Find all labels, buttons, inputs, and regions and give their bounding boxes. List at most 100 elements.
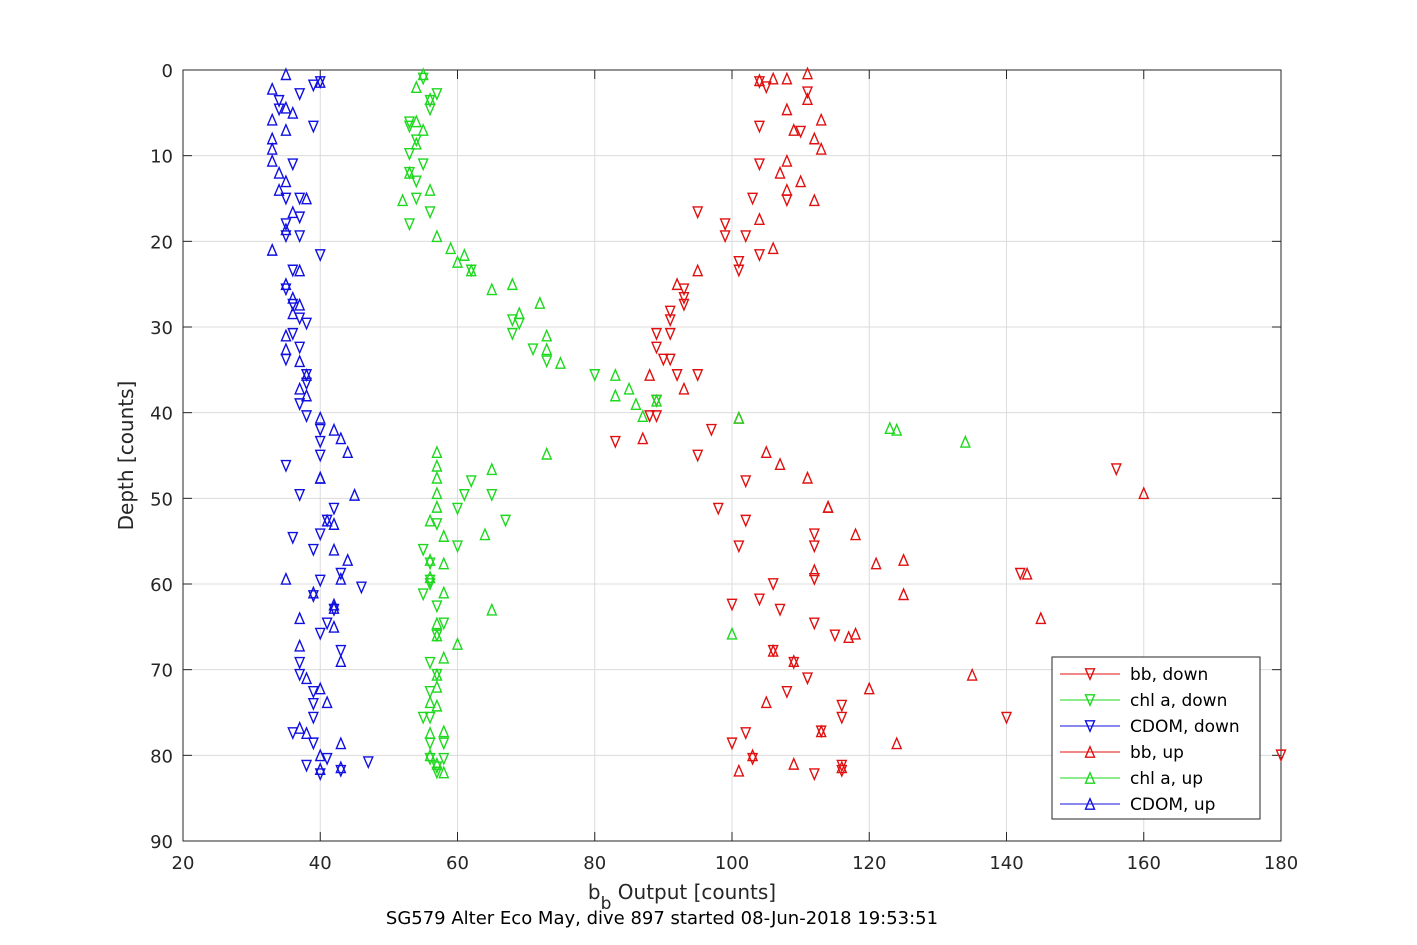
data-point bbox=[589, 369, 601, 382]
legend: bb, down chl a, down CDOM, down bb, up chl a… bbox=[1051, 656, 1261, 820]
data-point bbox=[294, 230, 306, 244]
data-point bbox=[287, 158, 299, 172]
data-point bbox=[740, 475, 752, 489]
data-point bbox=[781, 182, 793, 196]
data-point bbox=[397, 193, 409, 207]
data-point bbox=[1110, 463, 1122, 477]
data-point bbox=[438, 556, 450, 570]
data-point bbox=[897, 553, 910, 566]
data-point bbox=[767, 71, 779, 85]
data-point bbox=[431, 486, 443, 500]
data-point bbox=[458, 248, 470, 261]
data-point bbox=[314, 681, 326, 695]
data-point bbox=[1035, 611, 1047, 625]
data-point bbox=[788, 654, 800, 668]
data-point bbox=[623, 381, 635, 395]
data-point bbox=[486, 462, 498, 476]
chart-caption: SG579 Alter Eco May, dive 897 started 08… bbox=[386, 908, 938, 929]
legend-entry: bb, down bbox=[1060, 665, 1208, 685]
data-point bbox=[431, 679, 443, 693]
legend-marker bbox=[1084, 694, 1096, 707]
y-tick-label: 80 bbox=[150, 746, 173, 767]
data-point bbox=[541, 328, 553, 342]
data-point bbox=[795, 125, 807, 139]
data-point bbox=[410, 175, 422, 189]
x-tick-label: 80 bbox=[583, 853, 606, 874]
data-point bbox=[431, 229, 443, 243]
data-point bbox=[671, 277, 683, 291]
data-point bbox=[513, 306, 525, 320]
data-point bbox=[650, 410, 663, 424]
data-point bbox=[650, 393, 663, 407]
data-point bbox=[1000, 711, 1013, 725]
data-point bbox=[307, 737, 319, 751]
data-point bbox=[328, 619, 340, 633]
data-point bbox=[287, 531, 299, 545]
data-point bbox=[335, 431, 347, 445]
data-point bbox=[431, 628, 443, 642]
y-tick-label: 90 bbox=[150, 832, 173, 853]
legend-marker bbox=[1084, 797, 1096, 810]
data-point bbox=[664, 314, 676, 328]
data-point bbox=[417, 122, 429, 136]
data-point bbox=[884, 421, 896, 435]
data-point bbox=[822, 499, 834, 513]
y-tick-label: 50 bbox=[150, 489, 173, 510]
data-point bbox=[664, 353, 676, 367]
data-point bbox=[410, 136, 422, 150]
data-point bbox=[781, 686, 793, 699]
data-point bbox=[280, 122, 292, 136]
data-point bbox=[637, 409, 649, 423]
data-point bbox=[465, 263, 477, 277]
data-point bbox=[486, 488, 498, 502]
data-point bbox=[287, 306, 299, 320]
data-point bbox=[300, 410, 313, 424]
data-point bbox=[808, 563, 820, 577]
data-point bbox=[294, 611, 306, 625]
data-point bbox=[506, 327, 518, 341]
legend-label: chl a, up bbox=[1130, 769, 1203, 789]
data-point bbox=[678, 298, 690, 312]
data-point bbox=[424, 656, 436, 670]
data-point bbox=[273, 165, 285, 179]
data-point bbox=[287, 298, 299, 312]
data-point bbox=[307, 698, 319, 711]
data-point bbox=[740, 230, 752, 244]
data-point bbox=[280, 459, 292, 473]
data-point bbox=[870, 556, 882, 570]
data-point bbox=[321, 752, 333, 766]
data-point bbox=[719, 230, 731, 244]
ticks: 20 40 60 80 100 120 140 160 180 0 10 20 30 40 50 60 70 80… bbox=[150, 61, 1298, 874]
data-point bbox=[335, 760, 347, 774]
data-point bbox=[767, 578, 779, 591]
data-point bbox=[424, 92, 436, 106]
data-point bbox=[609, 435, 621, 449]
data-point bbox=[438, 585, 450, 599]
data-point bbox=[644, 410, 656, 424]
data-point bbox=[300, 317, 313, 331]
data-point bbox=[403, 165, 416, 179]
data-point bbox=[294, 192, 306, 206]
data-point bbox=[266, 242, 278, 256]
y-tick-label: 10 bbox=[150, 147, 173, 168]
y-tick-label: 70 bbox=[150, 661, 173, 682]
data-point bbox=[314, 528, 326, 542]
data-point bbox=[836, 711, 848, 725]
series-chl-a-up bbox=[397, 67, 971, 779]
data-point bbox=[554, 355, 567, 369]
data-point bbox=[280, 67, 292, 81]
data-point bbox=[266, 81, 278, 95]
data-point bbox=[280, 353, 292, 367]
data-point bbox=[465, 475, 477, 489]
data-point bbox=[657, 353, 669, 367]
data-point bbox=[307, 686, 319, 699]
data-point bbox=[760, 81, 772, 95]
data-point bbox=[897, 587, 910, 601]
data-point bbox=[760, 695, 772, 709]
data-point bbox=[781, 194, 793, 208]
data-point bbox=[417, 72, 429, 86]
data-point bbox=[328, 517, 340, 530]
y-tick-label: 20 bbox=[150, 232, 173, 253]
data-point bbox=[424, 578, 436, 591]
data-point bbox=[733, 410, 745, 424]
